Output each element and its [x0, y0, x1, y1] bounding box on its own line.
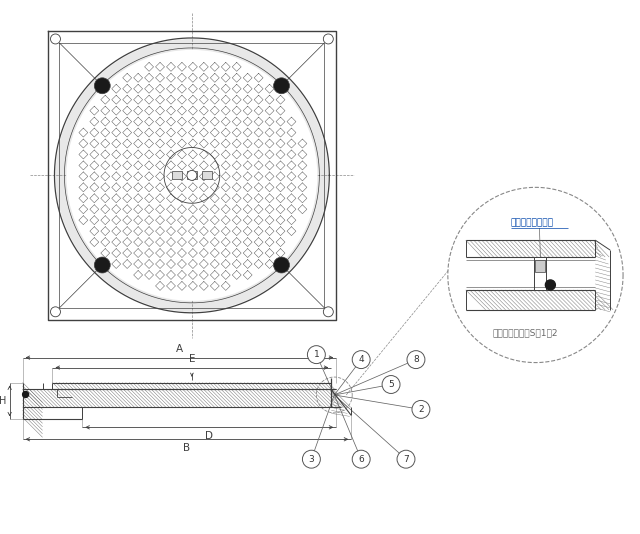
Circle shape: [56, 39, 328, 312]
Text: 蓋固定部詳細図S＝1／2: 蓋固定部詳細図S＝1／2: [493, 328, 558, 337]
Circle shape: [94, 78, 110, 94]
Text: 3: 3: [308, 454, 314, 464]
Circle shape: [187, 170, 197, 180]
Bar: [536, 260, 545, 272]
Text: 6: 6: [358, 454, 364, 464]
Circle shape: [51, 34, 60, 44]
Text: E: E: [189, 354, 195, 364]
Circle shape: [407, 351, 425, 368]
Bar: [0, 355, 406, 444]
Text: A: A: [176, 344, 183, 354]
Text: 4: 4: [358, 355, 364, 364]
Circle shape: [352, 450, 370, 468]
Circle shape: [545, 280, 556, 290]
Circle shape: [22, 391, 29, 397]
Bar: [172, 171, 182, 179]
Circle shape: [323, 34, 333, 44]
Bar: [38, 21, 346, 329]
Text: 1: 1: [314, 350, 319, 359]
Circle shape: [273, 78, 289, 94]
Text: 7: 7: [403, 454, 409, 464]
Bar: [534, 257, 547, 290]
Bar: [202, 171, 212, 179]
Circle shape: [323, 307, 333, 317]
Bar: [187, 171, 197, 179]
Text: 2: 2: [418, 405, 424, 414]
Text: 5: 5: [388, 380, 394, 389]
Text: ドライバー差込口: ドライバー差込口: [511, 219, 554, 227]
Circle shape: [303, 450, 321, 468]
Text: D: D: [205, 431, 213, 441]
Circle shape: [273, 257, 289, 273]
Circle shape: [382, 375, 400, 394]
Circle shape: [352, 351, 370, 368]
Circle shape: [449, 189, 622, 362]
Text: H: H: [0, 396, 6, 406]
Text: 8: 8: [413, 355, 419, 364]
Circle shape: [94, 257, 110, 273]
Text: B: B: [183, 443, 191, 453]
Circle shape: [397, 450, 415, 468]
Circle shape: [307, 345, 325, 364]
Circle shape: [67, 50, 317, 301]
Circle shape: [51, 307, 60, 317]
Circle shape: [412, 400, 430, 418]
